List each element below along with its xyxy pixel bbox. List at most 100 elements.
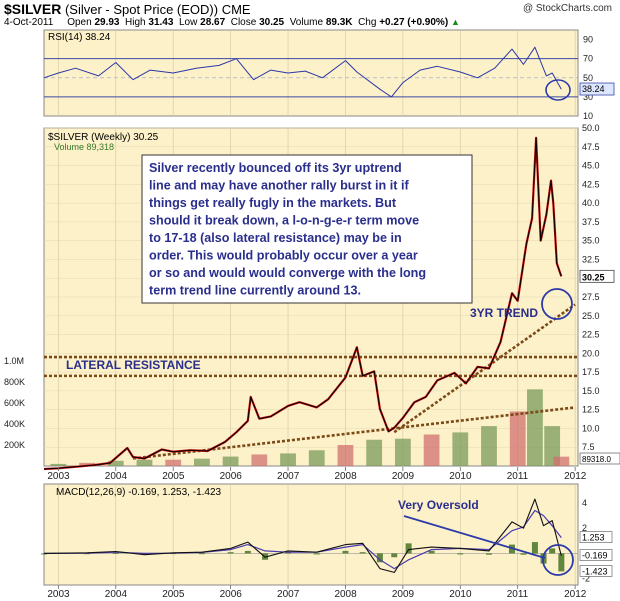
- volume-bar: [136, 459, 153, 466]
- x-tick-label: 2007: [277, 589, 300, 600]
- volume-bar: [394, 438, 411, 466]
- x-tick-label: 2004: [105, 589, 128, 600]
- price-tick-label: 25.0: [582, 311, 600, 321]
- date: 4-Oct-2011: [4, 17, 54, 28]
- price-tick-label: 27.5: [582, 292, 600, 302]
- price-tick-label: 10.0: [582, 423, 600, 433]
- x-tick-label: 2012: [564, 471, 587, 482]
- annotation-text-line: term trend line currently around 13.: [149, 284, 361, 298]
- rsi-tick-label: 10: [583, 111, 593, 121]
- x-tick-label: 2012: [564, 589, 587, 600]
- macd-histogram-bar: [359, 552, 366, 554]
- annotation-text-line: Silver recently bounced off its 3yr uptr…: [149, 161, 402, 175]
- rsi-tick-label: 50: [583, 73, 593, 83]
- price-tick-label: 17.5: [582, 367, 600, 377]
- volume-bar: [222, 456, 239, 466]
- macd-value-box: [579, 549, 613, 561]
- rsi-panel: 90 70 50 30 10 RSI(14) 38.24 38.24: [43, 29, 615, 121]
- macd-histogram-bar: [405, 543, 412, 554]
- macd-histogram-bar: [428, 550, 435, 554]
- volume-title: Volume 89,318: [54, 142, 114, 152]
- open-value: 29.93: [94, 17, 120, 28]
- macd-histogram-bar: [376, 553, 383, 563]
- x-tick-label: 2007: [277, 471, 300, 482]
- ohlc-line: 4-Oct-2011 Open 29.93 High 31.43 Low 28.…: [4, 17, 460, 28]
- macd-histogram-bar: [531, 542, 538, 554]
- price-title: $SILVER (Weekly) 30.25: [48, 132, 159, 143]
- volume-bar: [165, 459, 182, 466]
- volume-bar: [481, 426, 497, 466]
- price-tick-label: 45.0: [582, 161, 600, 171]
- oversold-label: Very Oversold: [398, 498, 479, 512]
- macd-histogram-bar: [227, 552, 234, 554]
- x-axis-bottom: 2003 2004 2005 2006 2007 2008 2009 2010 2011 2012: [47, 585, 587, 600]
- annotation-text-line: line and may have another rally burst in…: [149, 179, 409, 193]
- exchange: CME: [221, 2, 251, 17]
- macd-histogram-bar: [558, 553, 565, 572]
- macd-histogram-bar: [457, 553, 464, 555]
- macd-tick-label: -2: [582, 574, 590, 584]
- symbol: $SILVER: [4, 1, 62, 17]
- oversold-pointer-line: [403, 515, 546, 559]
- x-tick-label: 2010: [449, 471, 472, 482]
- price-last-value: 30.25: [582, 272, 605, 282]
- high-label: High: [125, 17, 146, 28]
- volume-bar: [452, 432, 469, 466]
- high-value: 31.43: [148, 17, 174, 28]
- x-tick-label: 2010: [449, 589, 472, 600]
- price-tick-label: 7.5: [582, 442, 595, 452]
- x-tick-label: 2004: [105, 471, 128, 482]
- x-axis-top: 2003 2004 2005 2006 2007 2008 2009 2010 2011 2012: [47, 467, 587, 482]
- volume-bar: [50, 463, 67, 466]
- description: (Silver - Spot Price (EOD)): [64, 2, 219, 17]
- price-panel: 50.047.545.042.540.037.535.032.530.027.5…: [4, 123, 620, 471]
- x-tick-label: 2003: [47, 471, 70, 482]
- x-tick-label: 2005: [162, 471, 185, 482]
- price-tick-label: 22.5: [582, 330, 600, 340]
- rsi-tick-label: 90: [583, 35, 593, 45]
- long-term-trend-line: [132, 406, 576, 460]
- macd-histogram-bar: [285, 552, 292, 554]
- volume-tick-label: 800K: [4, 377, 25, 387]
- macd-histogram-bar: [244, 550, 251, 554]
- macd-tick-label: 4: [582, 498, 587, 508]
- volume-tick-label: 1.0M: [4, 356, 24, 366]
- volume-last-value: 89318.0: [582, 455, 611, 464]
- macd-line: [43, 498, 562, 573]
- macd-oversold-circle: [542, 544, 574, 576]
- volume-value-box: [579, 452, 620, 465]
- trend-bounce-circle: [541, 288, 573, 320]
- macd-last-value: -1.423: [582, 566, 608, 576]
- macd-histogram-bar: [313, 553, 320, 555]
- volume-bar: [366, 439, 383, 466]
- volume-value: 89.3K: [325, 17, 353, 28]
- price-tick-label: 50.0: [582, 123, 600, 133]
- volume-bar: [423, 434, 440, 466]
- price-tick-label: 20.0: [582, 348, 600, 358]
- volume-bar: [280, 453, 296, 466]
- x-tick-label: 2003: [47, 589, 70, 600]
- low-value: 28.67: [200, 17, 226, 28]
- macd-histogram-bar: [112, 552, 119, 554]
- macd-title: MACD(12,26,9) -0.169, 1.253, -1.423: [56, 487, 222, 498]
- x-tick-label: 2011: [507, 589, 529, 600]
- price-tick-label: 15.0: [582, 386, 600, 396]
- price-tick-label: 12.5: [582, 405, 600, 415]
- x-tick-label: 2006: [220, 471, 243, 482]
- macd-histogram-bar: [41, 553, 47, 555]
- open-label: Open: [67, 17, 92, 28]
- close-value: 30.25: [259, 17, 285, 28]
- volume-tick-label: 400K: [4, 419, 25, 429]
- chg-value: +0.27 (+0.90%): [379, 17, 449, 28]
- annotation-text-line: should it break down, a l-o-n-g-e-r term…: [149, 214, 419, 228]
- macd-histogram-bar: [198, 553, 205, 555]
- macd-histogram-bar: [486, 553, 492, 555]
- close-label: Close: [230, 17, 257, 28]
- rsi-value-box: [579, 82, 615, 96]
- chg-arrow-icon: ▲: [450, 17, 460, 27]
- x-tick-label: 2008: [334, 471, 357, 482]
- macd-value-box: [579, 531, 613, 543]
